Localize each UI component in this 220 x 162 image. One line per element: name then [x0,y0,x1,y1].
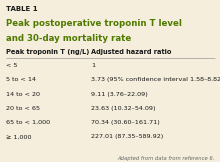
Text: 5 to < 14: 5 to < 14 [6,77,35,82]
Text: 14 to < 20: 14 to < 20 [6,92,40,97]
Text: 3.73 (95% confidence interval 1.58–8.82): 3.73 (95% confidence interval 1.58–8.82) [91,77,220,82]
Text: Adjusted hazard ratio: Adjusted hazard ratio [91,49,172,55]
Text: Peak postoperative troponin T level: Peak postoperative troponin T level [6,19,181,29]
Text: Adapted from data from reference 6.: Adapted from data from reference 6. [117,156,214,161]
Text: 65 to < 1,000: 65 to < 1,000 [6,120,50,125]
Text: 227.01 (87.35–589.92): 227.01 (87.35–589.92) [91,134,163,139]
Text: 23.63 (10.32–54.09): 23.63 (10.32–54.09) [91,106,156,111]
Text: ≥ 1,000: ≥ 1,000 [6,134,31,139]
Text: 9.11 (3.76–22.09): 9.11 (3.76–22.09) [91,92,148,97]
Text: Peak troponin T (ng/L): Peak troponin T (ng/L) [6,49,89,55]
Text: 20 to < 65: 20 to < 65 [6,106,40,111]
Text: TABLE 1: TABLE 1 [6,6,37,12]
Text: < 5: < 5 [6,63,17,68]
Text: and 30-day mortality rate: and 30-day mortality rate [6,34,131,43]
Text: 70.34 (30.60–161.71): 70.34 (30.60–161.71) [91,120,160,125]
Text: 1: 1 [91,63,95,68]
